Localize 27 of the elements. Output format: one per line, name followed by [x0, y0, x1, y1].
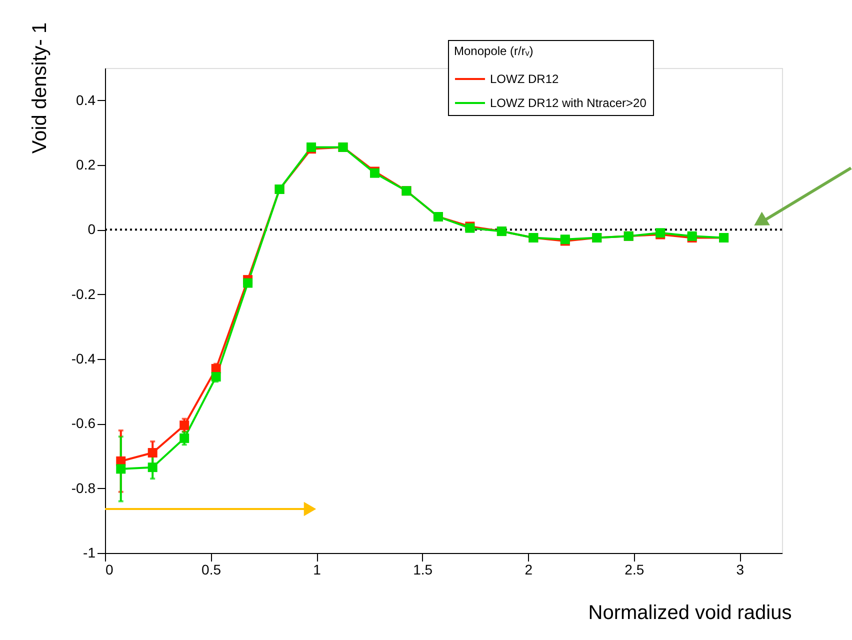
x-tick-label: 1.5: [413, 562, 433, 578]
point: [180, 433, 190, 443]
y-tick-label: -0.8: [71, 480, 96, 496]
x-tick-label: 3: [736, 562, 744, 578]
legend-label: LOWZ DR12: [490, 72, 560, 86]
x-tick-label: 0: [106, 562, 114, 578]
point: [243, 278, 253, 288]
point: [148, 462, 158, 472]
point: [180, 420, 190, 430]
y-axis-title: Void density- 1: [29, 22, 51, 154]
y-tick-label: 0.4: [76, 92, 96, 108]
y-tick-label: 0: [88, 221, 96, 238]
x-tick-label: 2.5: [624, 562, 644, 578]
point: [148, 448, 158, 458]
legend-label: LOWZ DR12 with Ntracer>20: [490, 96, 647, 110]
y-tick-label: -0.6: [71, 415, 96, 432]
point: [211, 372, 221, 382]
x-tick-label: 2: [524, 562, 533, 578]
y-tick-label: 0.2: [76, 156, 96, 172]
y-tick-label: -0.4: [71, 350, 96, 366]
x-tick-label: 1: [313, 562, 322, 578]
x-axis-title: Normalized void radius: [588, 602, 792, 624]
x-tick-label: 0.5: [202, 562, 222, 578]
y-tick-label: -0.2: [71, 286, 96, 302]
y-tick-label: -1: [83, 544, 96, 560]
point: [116, 464, 126, 474]
legend-title: Monopole (r/rᵥ): [454, 44, 534, 58]
